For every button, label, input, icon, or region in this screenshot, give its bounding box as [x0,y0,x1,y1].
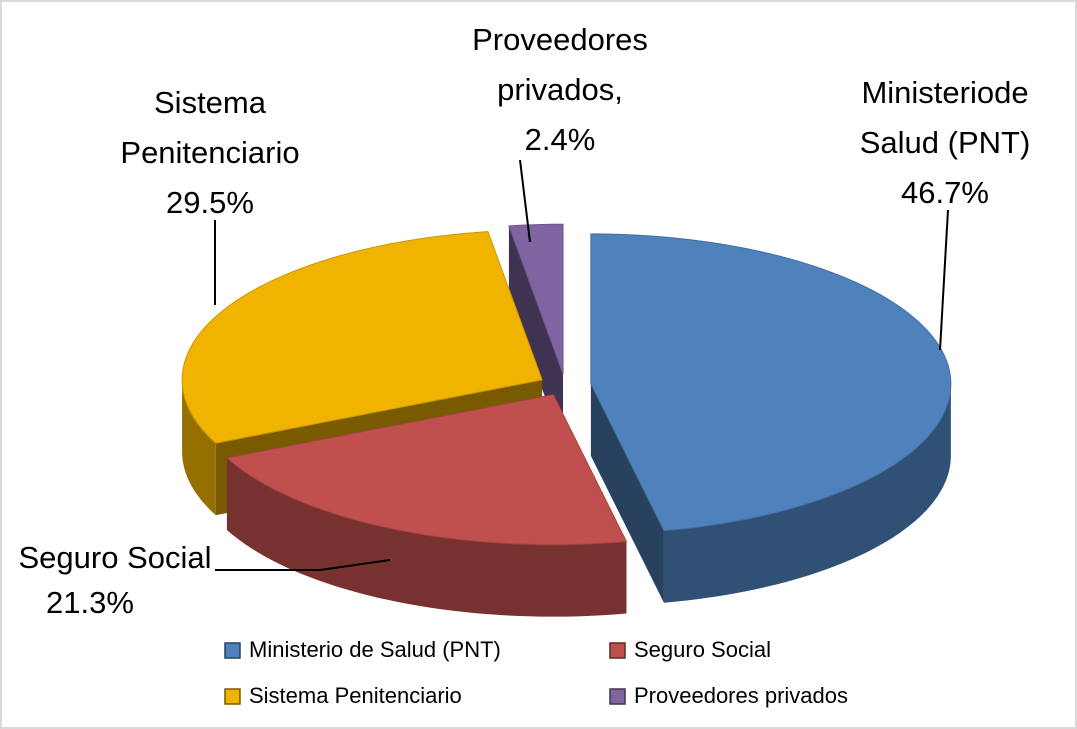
data-label-name: Ministeriode [861,75,1028,110]
slice-side [663,383,951,603]
data-label-value: 29.5% [166,185,254,220]
slice [225,394,628,546]
data-label-name: Sistema [154,85,267,120]
legend-label: Proveedores privados [634,683,848,708]
slice [181,231,543,444]
data-label-name: Seguro Social [18,540,211,575]
slice-side [182,379,216,516]
legend-label: Ministerio de Salud (PNT) [249,637,501,662]
leader-line [939,209,949,351]
slice-side [226,457,627,617]
slice [590,233,952,532]
data-label-value: 2.4% [525,122,596,157]
legend-swatch [224,688,241,705]
legend-swatch [609,642,626,659]
slice [508,223,564,375]
data-label-name: Salud (PNT) [860,125,1031,160]
data-label-value: 21.3% [46,585,134,620]
leader-line [215,559,391,571]
data-label-name: privados, [497,72,623,107]
legend-label: Seguro Social [634,637,771,662]
data-label-name: Penitenciario [120,135,299,170]
slice-radial-wall [590,383,664,603]
data-label-value: 46.7% [901,175,989,210]
leader-line [519,159,531,243]
legend-label: Sistema Penitenciario [249,683,462,708]
legend-swatch [609,688,626,705]
slice-radial-wall [508,225,564,447]
legend-swatch [224,642,241,659]
data-label-name: Proveedores [472,22,648,57]
